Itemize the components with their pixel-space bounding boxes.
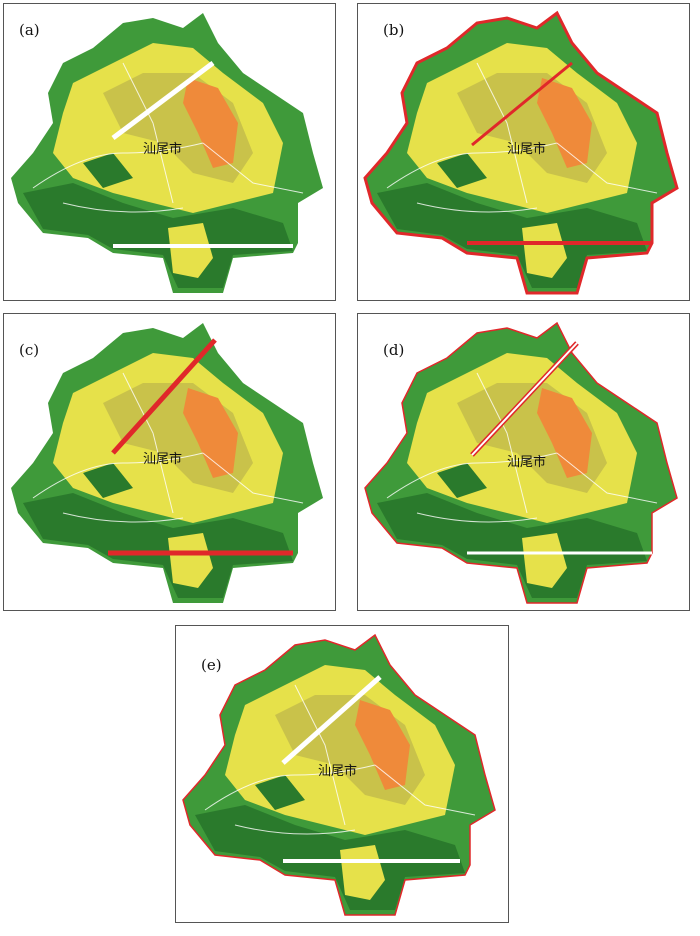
boundary: [182, 633, 496, 916]
panel-frame: [175, 625, 509, 923]
panel: (b) 汕尾市: [357, 3, 690, 301]
panel-label: (a): [19, 21, 40, 39]
panel-frame: [3, 3, 336, 301]
panel-label: (e): [201, 656, 222, 674]
transect: [111, 338, 217, 455]
city-label: 汕尾市: [143, 141, 182, 157]
city-label: 汕尾市: [507, 454, 546, 470]
panel-label: (d): [383, 341, 404, 359]
transect: [111, 61, 215, 140]
panel-frame: [357, 313, 690, 611]
panel-label: (c): [19, 341, 39, 359]
panel-label: (b): [383, 21, 404, 39]
transect: [471, 342, 578, 456]
boundary: [363, 10, 679, 295]
panel-frame: [357, 3, 690, 301]
city-label: 汕尾市: [318, 763, 357, 779]
boundary: [364, 321, 678, 604]
city-label: 汕尾市: [507, 141, 546, 157]
panel: (e) 汕尾市: [175, 625, 509, 923]
transect: [281, 675, 382, 765]
panel: (d) 汕尾市: [357, 313, 690, 611]
city-label: 汕尾市: [143, 451, 182, 467]
transect: [471, 61, 573, 147]
panel: (c) 汕尾市: [3, 313, 336, 611]
panel-frame: [3, 313, 336, 611]
panel: (a) 汕尾市: [3, 3, 336, 301]
